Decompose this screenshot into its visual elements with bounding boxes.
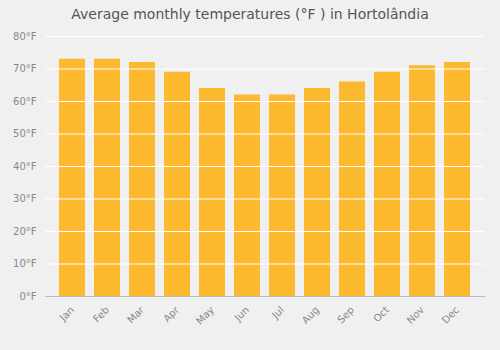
svg-text:Sep: Sep <box>335 304 356 325</box>
html-text:Average monthly temperatures (: Average monthly temperatures (°F ) in Ho… <box>71 6 429 22</box>
svg-text:30°F: 30°F <box>13 193 37 204</box>
svg-text:Jul: Jul <box>269 304 286 321</box>
svg-text:80°F: 80°F <box>13 31 37 42</box>
svg-text:70°F: 70°F <box>13 63 37 74</box>
svg-text:Nov: Nov <box>405 304 427 326</box>
svg-text:10°F: 10°F <box>13 258 37 269</box>
svg-text:Feb: Feb <box>91 304 111 324</box>
svg-text:Jan: Jan <box>57 304 76 323</box>
svg-text:40°F: 40°F <box>13 161 37 172</box>
svg-text:50°F: 50°F <box>13 128 37 139</box>
svg-text:Aug: Aug <box>300 304 322 326</box>
svg-text:May: May <box>194 304 216 326</box>
svg-text:Dec: Dec <box>440 304 461 325</box>
svg-text:60°F: 60°F <box>13 96 37 107</box>
svg-text:0°F: 0°F <box>19 291 36 302</box>
svg-text:Apr: Apr <box>161 304 182 325</box>
svg-text:Jun: Jun <box>232 304 252 324</box>
svg-text:Oct: Oct <box>371 304 391 324</box>
svg-text:20°F: 20°F <box>13 226 37 237</box>
svg-text:Mar: Mar <box>125 304 147 326</box>
